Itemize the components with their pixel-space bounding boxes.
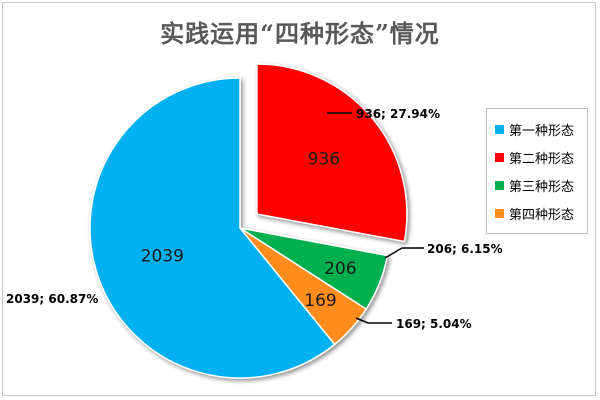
legend-item-4: 第四种形态: [495, 199, 587, 227]
slice-callout-label-4: 169; 5.04%: [396, 317, 472, 331]
legend-label-1: 第一种形态: [509, 123, 575, 139]
pie-slice-1: [89, 77, 336, 379]
legend-label-3: 第三种形态: [509, 179, 575, 195]
leader-line-3: [384, 247, 424, 259]
leader-line-4: [355, 317, 392, 324]
legend-label-4: 第四种形态: [509, 207, 575, 223]
legend-swatch-1: [495, 124, 504, 134]
legend-swatch-3: [495, 180, 504, 190]
chart-title: 实践运用“四种形态”情况: [160, 19, 440, 48]
legend-item-1: 第一种形态: [495, 115, 587, 143]
legend-swatch-4: [495, 208, 504, 218]
slice-value-label-1: 2039: [141, 247, 184, 267]
legend-item-3: 第三种形态: [495, 171, 587, 199]
chart-legend: 第一种形态 第二种形态 第三种形态 第四种形态: [486, 108, 588, 234]
slice-callout-label-3: 206; 6.15%: [427, 242, 503, 256]
slice-value-label-4: 169: [304, 291, 336, 311]
slice-value-label-2: 936: [308, 149, 340, 169]
slice-callout-label-2: 936; 27.94%: [356, 107, 440, 121]
legend-label-2: 第二种形态: [509, 151, 575, 167]
slice-value-label-3: 206: [324, 259, 356, 279]
slice-callout-label-1: 2039; 60.87%: [6, 292, 98, 306]
legend-item-2: 第二种形态: [495, 143, 587, 171]
pie-slices: [89, 63, 408, 379]
pie-slice-2: [256, 63, 408, 243]
legend-swatch-2: [495, 152, 504, 162]
